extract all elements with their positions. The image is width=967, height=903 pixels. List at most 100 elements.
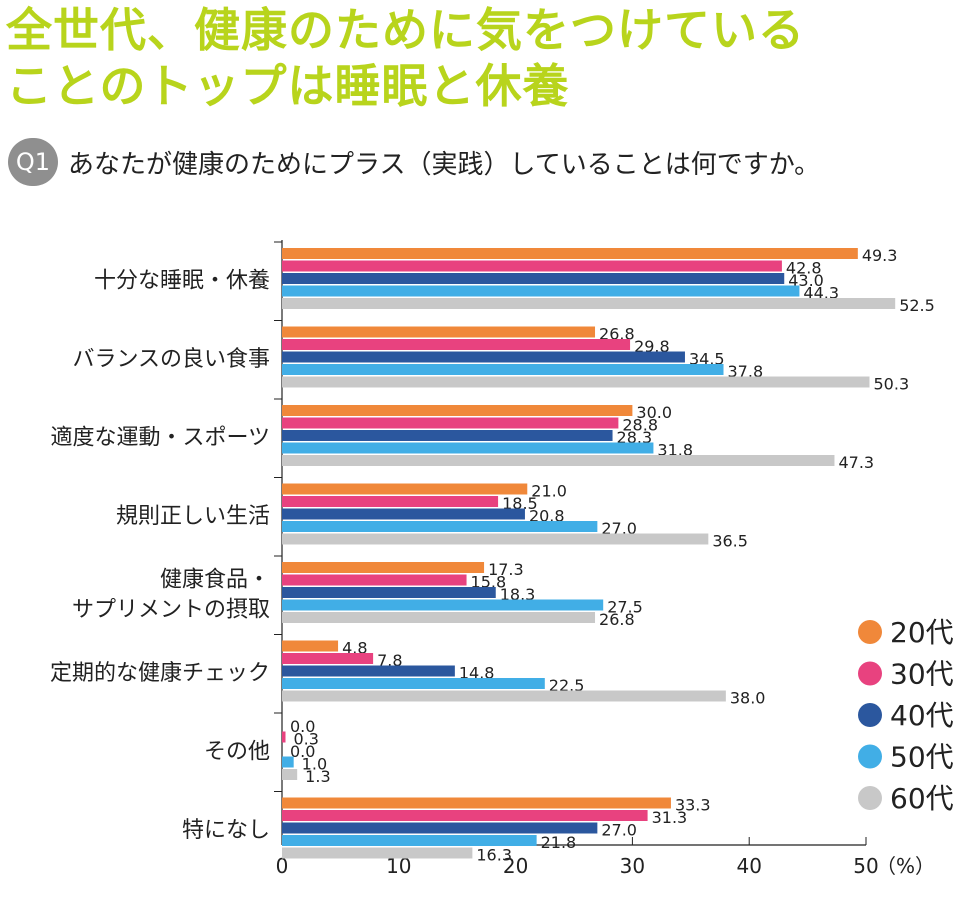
value-label: 36.5	[712, 532, 748, 551]
bar-60代-6	[282, 769, 298, 780]
bar-30代-3	[282, 496, 499, 507]
bar-30代-2	[282, 417, 619, 429]
value-label: 0.0	[290, 742, 315, 761]
value-label: 26.8	[599, 610, 635, 629]
bar-60代-4	[282, 612, 596, 623]
bar-30代-4	[282, 574, 467, 586]
bar-40代-1	[282, 351, 685, 363]
bar-40代-4	[282, 587, 496, 598]
bar-50代-6	[282, 756, 294, 768]
value-label: 1.3	[305, 767, 330, 786]
bar-60代-3	[282, 533, 709, 545]
legend-label: 40代	[890, 699, 954, 732]
value-label: 7.8	[377, 651, 402, 670]
x-tick-label: 30	[620, 854, 645, 878]
bar-40代-0	[282, 273, 785, 284]
bar-50代-2	[282, 442, 654, 454]
value-label: 0.3	[294, 730, 319, 749]
title-line-2: ことのトップは睡眠と休養	[6, 59, 570, 113]
category-label: 定期的な健康チェック	[50, 661, 270, 686]
value-label: 42.8	[786, 259, 822, 278]
category-label: 十分な睡眠・休養	[94, 268, 270, 293]
value-label: 50.3	[874, 375, 910, 394]
title-line-1: 全世代、健康のために気をつけている	[6, 3, 805, 57]
bar-40代-7	[282, 822, 598, 834]
bar-30代-1	[282, 339, 631, 350]
legend-label: 60代	[890, 782, 954, 815]
bar-50代-3	[282, 521, 598, 532]
bar-50代-1	[282, 364, 724, 375]
question-badge: Q1	[8, 138, 58, 186]
bar-20代-5	[282, 640, 339, 652]
legend-label: 30代	[890, 658, 954, 691]
value-label: 15.8	[471, 573, 507, 592]
question-row: Q1 あなたが健康のためにプラス（実践）していることは何ですか。	[8, 138, 820, 186]
legend-marker-60代	[858, 786, 882, 810]
value-label: 43.0	[788, 271, 824, 290]
value-label: 27.0	[601, 519, 637, 538]
bar-50代-5	[282, 678, 545, 689]
value-label: 37.8	[728, 362, 764, 381]
bar-20代-0	[282, 248, 858, 259]
value-label: 16.3	[476, 846, 512, 865]
value-label: 18.3	[500, 585, 536, 604]
bar-20代-3	[282, 483, 528, 495]
x-tick-label: 20	[503, 854, 528, 878]
value-label: 30.0	[636, 403, 672, 422]
legend-label: 20代	[890, 616, 954, 649]
value-label: 21.8	[541, 833, 577, 852]
category-label: 特になし	[182, 818, 270, 843]
bar-60代-2	[282, 455, 835, 466]
category-label: 健康食品・	[160, 567, 270, 592]
legend-marker-50代	[858, 744, 882, 769]
category-label: その他	[204, 739, 270, 764]
value-label: 33.3	[675, 796, 711, 815]
value-label: 27.0	[601, 821, 637, 840]
value-label: 17.3	[488, 560, 524, 579]
value-label: 26.8	[599, 325, 635, 344]
bar-30代-7	[282, 810, 648, 821]
x-tick-label: 0	[276, 854, 289, 878]
value-label: 29.8	[634, 337, 670, 356]
value-label: 0.0	[290, 717, 315, 736]
bar-60代-7	[282, 847, 473, 859]
bar-40代-5	[282, 665, 455, 677]
bar-50代-7	[282, 835, 537, 846]
legend-marker-20代	[858, 620, 882, 644]
category-label: サプリメントの摂取	[72, 597, 270, 622]
category-label: 規則正しい生活	[116, 504, 270, 529]
value-label: 38.0	[730, 689, 766, 708]
question-text: あなたが健康のためにプラス（実践）していることは何ですか。	[68, 149, 821, 180]
value-label: 49.3	[862, 246, 898, 265]
legend-marker-30代	[858, 661, 882, 686]
value-label: 4.8	[342, 639, 367, 658]
legend-marker-40代	[858, 703, 882, 727]
value-label: 34.5	[689, 350, 725, 369]
value-label: 44.3	[803, 284, 839, 303]
bar-20代-2	[282, 405, 633, 416]
value-label: 1.0	[302, 755, 327, 774]
bar-30代-0	[282, 260, 782, 272]
x-tick-label: 50	[853, 854, 878, 878]
bar-60代-1	[282, 376, 870, 388]
x-tick-label: 40	[736, 854, 761, 878]
value-label: 31.3	[652, 808, 688, 827]
value-label: 14.8	[459, 664, 495, 683]
value-label: 21.0	[531, 482, 567, 501]
category-label: 適度な運動・スポーツ	[50, 425, 270, 450]
bar-50代-0	[282, 285, 800, 297]
bar-50代-4	[282, 599, 604, 611]
x-unit-label: （%）	[876, 854, 935, 878]
legend-label: 50代	[890, 741, 954, 774]
value-label: 31.8	[657, 441, 693, 460]
value-label: 20.8	[529, 507, 565, 526]
chart-title: 全世代、健康のために気をつけている ことのトップは睡眠と休養	[6, 2, 956, 114]
bar-40代-2	[282, 430, 613, 441]
value-label: 22.5	[549, 676, 585, 695]
bar-20代-4	[282, 562, 485, 573]
bar-20代-1	[282, 326, 596, 338]
category-label: バランスの良い食事	[72, 347, 270, 372]
value-label: 28.3	[617, 428, 653, 447]
bar-60代-5	[282, 690, 726, 702]
